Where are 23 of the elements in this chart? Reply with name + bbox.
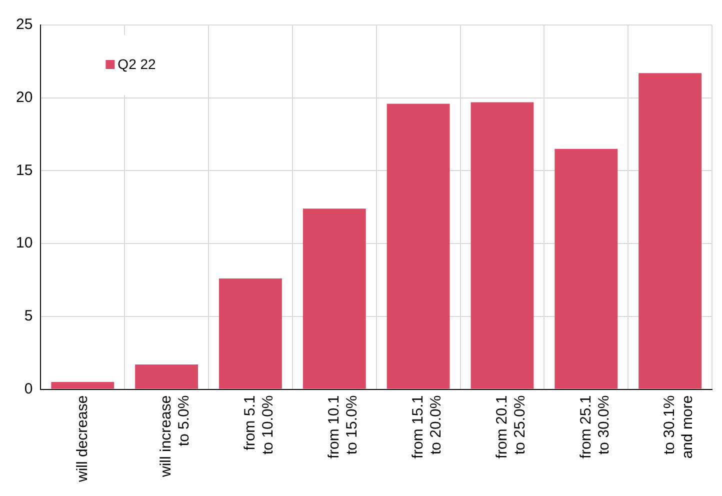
y-tick-label: 20 <box>16 89 33 106</box>
bar <box>470 102 534 389</box>
x-tick-label: from 25.1 to 30.0% <box>577 395 612 459</box>
bar <box>219 278 282 389</box>
y-tick-label: 15 <box>16 162 33 179</box>
x-tick-label: from 20.1 to 25.0% <box>493 395 528 459</box>
x-tick-label: will decrease <box>74 395 91 484</box>
x-tick-label: from 15.1 to 20.0% <box>409 395 444 459</box>
bar <box>135 364 198 389</box>
x-tick-label: from 5.1 to 10.0% <box>242 395 277 455</box>
y-tick-label: 25 <box>16 16 33 34</box>
legend-label: Q2 22 <box>118 56 156 72</box>
bar <box>554 148 618 389</box>
bar <box>302 208 366 389</box>
bar <box>638 73 702 389</box>
y-tick-label: 10 <box>16 234 33 252</box>
x-tick-label: from 10.1 to 15.0% <box>326 395 361 459</box>
bar <box>386 104 450 389</box>
x-tick-label: will increase to 5.0% <box>158 395 193 478</box>
bar <box>51 382 114 389</box>
x-tick-label: to 30.1% and more <box>661 395 696 459</box>
y-tick-label: 5 <box>24 308 33 325</box>
y-tick-label: 0 <box>24 380 33 398</box>
